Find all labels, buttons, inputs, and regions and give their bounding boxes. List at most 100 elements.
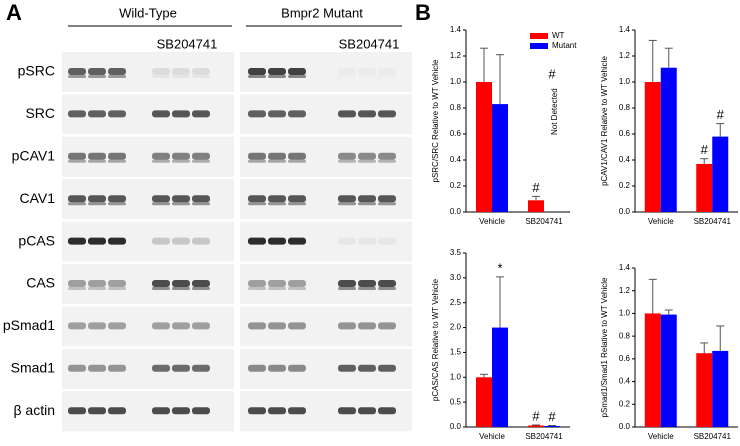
blot-band xyxy=(378,287,396,290)
blot-band xyxy=(68,152,86,160)
panel-label: B xyxy=(415,0,431,25)
blot-band xyxy=(68,280,86,287)
y-tick-label: 0.6 xyxy=(619,354,631,363)
bar xyxy=(476,82,492,212)
blot-band xyxy=(378,68,396,75)
blot-band xyxy=(172,364,190,372)
blot-band xyxy=(152,152,170,160)
blot-band xyxy=(68,195,86,203)
blot-band xyxy=(378,152,396,160)
blot-band xyxy=(288,322,306,330)
blot-band xyxy=(172,195,190,203)
blot-band xyxy=(152,110,170,118)
bar xyxy=(696,353,713,427)
blot-band xyxy=(88,159,106,163)
group-label: Wild-Type xyxy=(119,5,177,20)
blot-band xyxy=(338,287,356,290)
blot-band xyxy=(358,407,376,415)
blot-band xyxy=(108,364,126,372)
x-tick-label: SB204741 xyxy=(694,217,732,226)
x-tick-label: Vehicle xyxy=(648,217,674,226)
blot-band xyxy=(68,159,86,163)
blot-band xyxy=(248,364,266,372)
blot-band xyxy=(172,68,190,75)
blot-band xyxy=(358,110,376,118)
bar xyxy=(696,163,713,212)
blot-band xyxy=(108,322,126,330)
blot-band xyxy=(378,75,396,78)
blot-band xyxy=(248,287,266,290)
blot-band xyxy=(248,110,266,118)
blot-band xyxy=(358,322,376,330)
blot-band xyxy=(268,322,286,330)
y-tick-label: 0.5 xyxy=(450,397,462,406)
blot-band xyxy=(172,152,190,160)
blot-band xyxy=(288,237,306,245)
blot-band xyxy=(288,364,306,372)
bar xyxy=(644,82,661,212)
blot-band xyxy=(88,364,106,372)
y-tick-label: 0.4 xyxy=(619,377,631,386)
blot-band xyxy=(152,159,170,163)
blot-band xyxy=(88,195,106,203)
blot-band xyxy=(108,152,126,160)
blot-band xyxy=(268,110,286,118)
blot-band xyxy=(152,287,170,290)
blot-band xyxy=(192,202,210,206)
blot-band xyxy=(378,322,396,330)
blot-band xyxy=(192,195,210,203)
blot-band xyxy=(338,407,356,415)
treatment-label: SB204741 xyxy=(339,36,400,51)
blot-band xyxy=(172,159,190,163)
y-tick-label: 1.4 xyxy=(619,25,631,34)
blot-band xyxy=(192,159,210,163)
annotation: # xyxy=(548,66,556,81)
y-tick-label: 1.0 xyxy=(619,309,631,318)
x-tick-label: Vehicle xyxy=(479,217,505,226)
blot-background xyxy=(240,306,412,347)
blot-band xyxy=(288,195,306,203)
y-tick-label: 1.2 xyxy=(619,51,631,60)
blot-band xyxy=(68,202,86,206)
blot-band xyxy=(248,322,266,330)
y-tick-label: 0.0 xyxy=(450,207,462,216)
blot-band xyxy=(172,287,190,290)
blot-band xyxy=(338,68,356,75)
blot-band xyxy=(192,110,210,118)
blot-band xyxy=(172,202,190,206)
blot-band xyxy=(172,75,190,78)
blot-band xyxy=(358,195,376,203)
blot-band xyxy=(88,110,106,118)
row-label: CAS xyxy=(26,275,55,291)
blot-band xyxy=(248,75,266,78)
blot-band xyxy=(172,237,190,245)
blot-band xyxy=(88,152,106,160)
blot-band xyxy=(268,407,286,415)
blot-band xyxy=(358,159,376,163)
blot-band xyxy=(192,237,210,245)
blot-band xyxy=(248,407,266,415)
blot-band xyxy=(88,287,106,290)
y-tick-label: 1.0 xyxy=(450,372,462,381)
blot-band xyxy=(288,75,306,78)
y-tick-label: 1.0 xyxy=(619,77,631,86)
blot-band xyxy=(152,202,170,206)
blot-band xyxy=(88,280,106,287)
annotation: * xyxy=(497,260,502,275)
blot-band xyxy=(358,364,376,372)
blot-band xyxy=(338,75,356,78)
blot-band xyxy=(192,364,210,372)
bar xyxy=(712,350,729,427)
blot-band xyxy=(152,364,170,372)
blot-band xyxy=(68,237,86,245)
blot-band xyxy=(108,287,126,290)
blot-band xyxy=(358,280,376,287)
bar xyxy=(712,136,729,212)
row-label: β actin xyxy=(13,402,55,418)
blot-band xyxy=(68,364,86,372)
blot-band xyxy=(268,237,286,245)
x-tick-label: Vehicle xyxy=(479,432,505,441)
bar xyxy=(492,104,508,212)
y-tick-label: 1.2 xyxy=(450,51,462,60)
bar xyxy=(476,377,492,427)
